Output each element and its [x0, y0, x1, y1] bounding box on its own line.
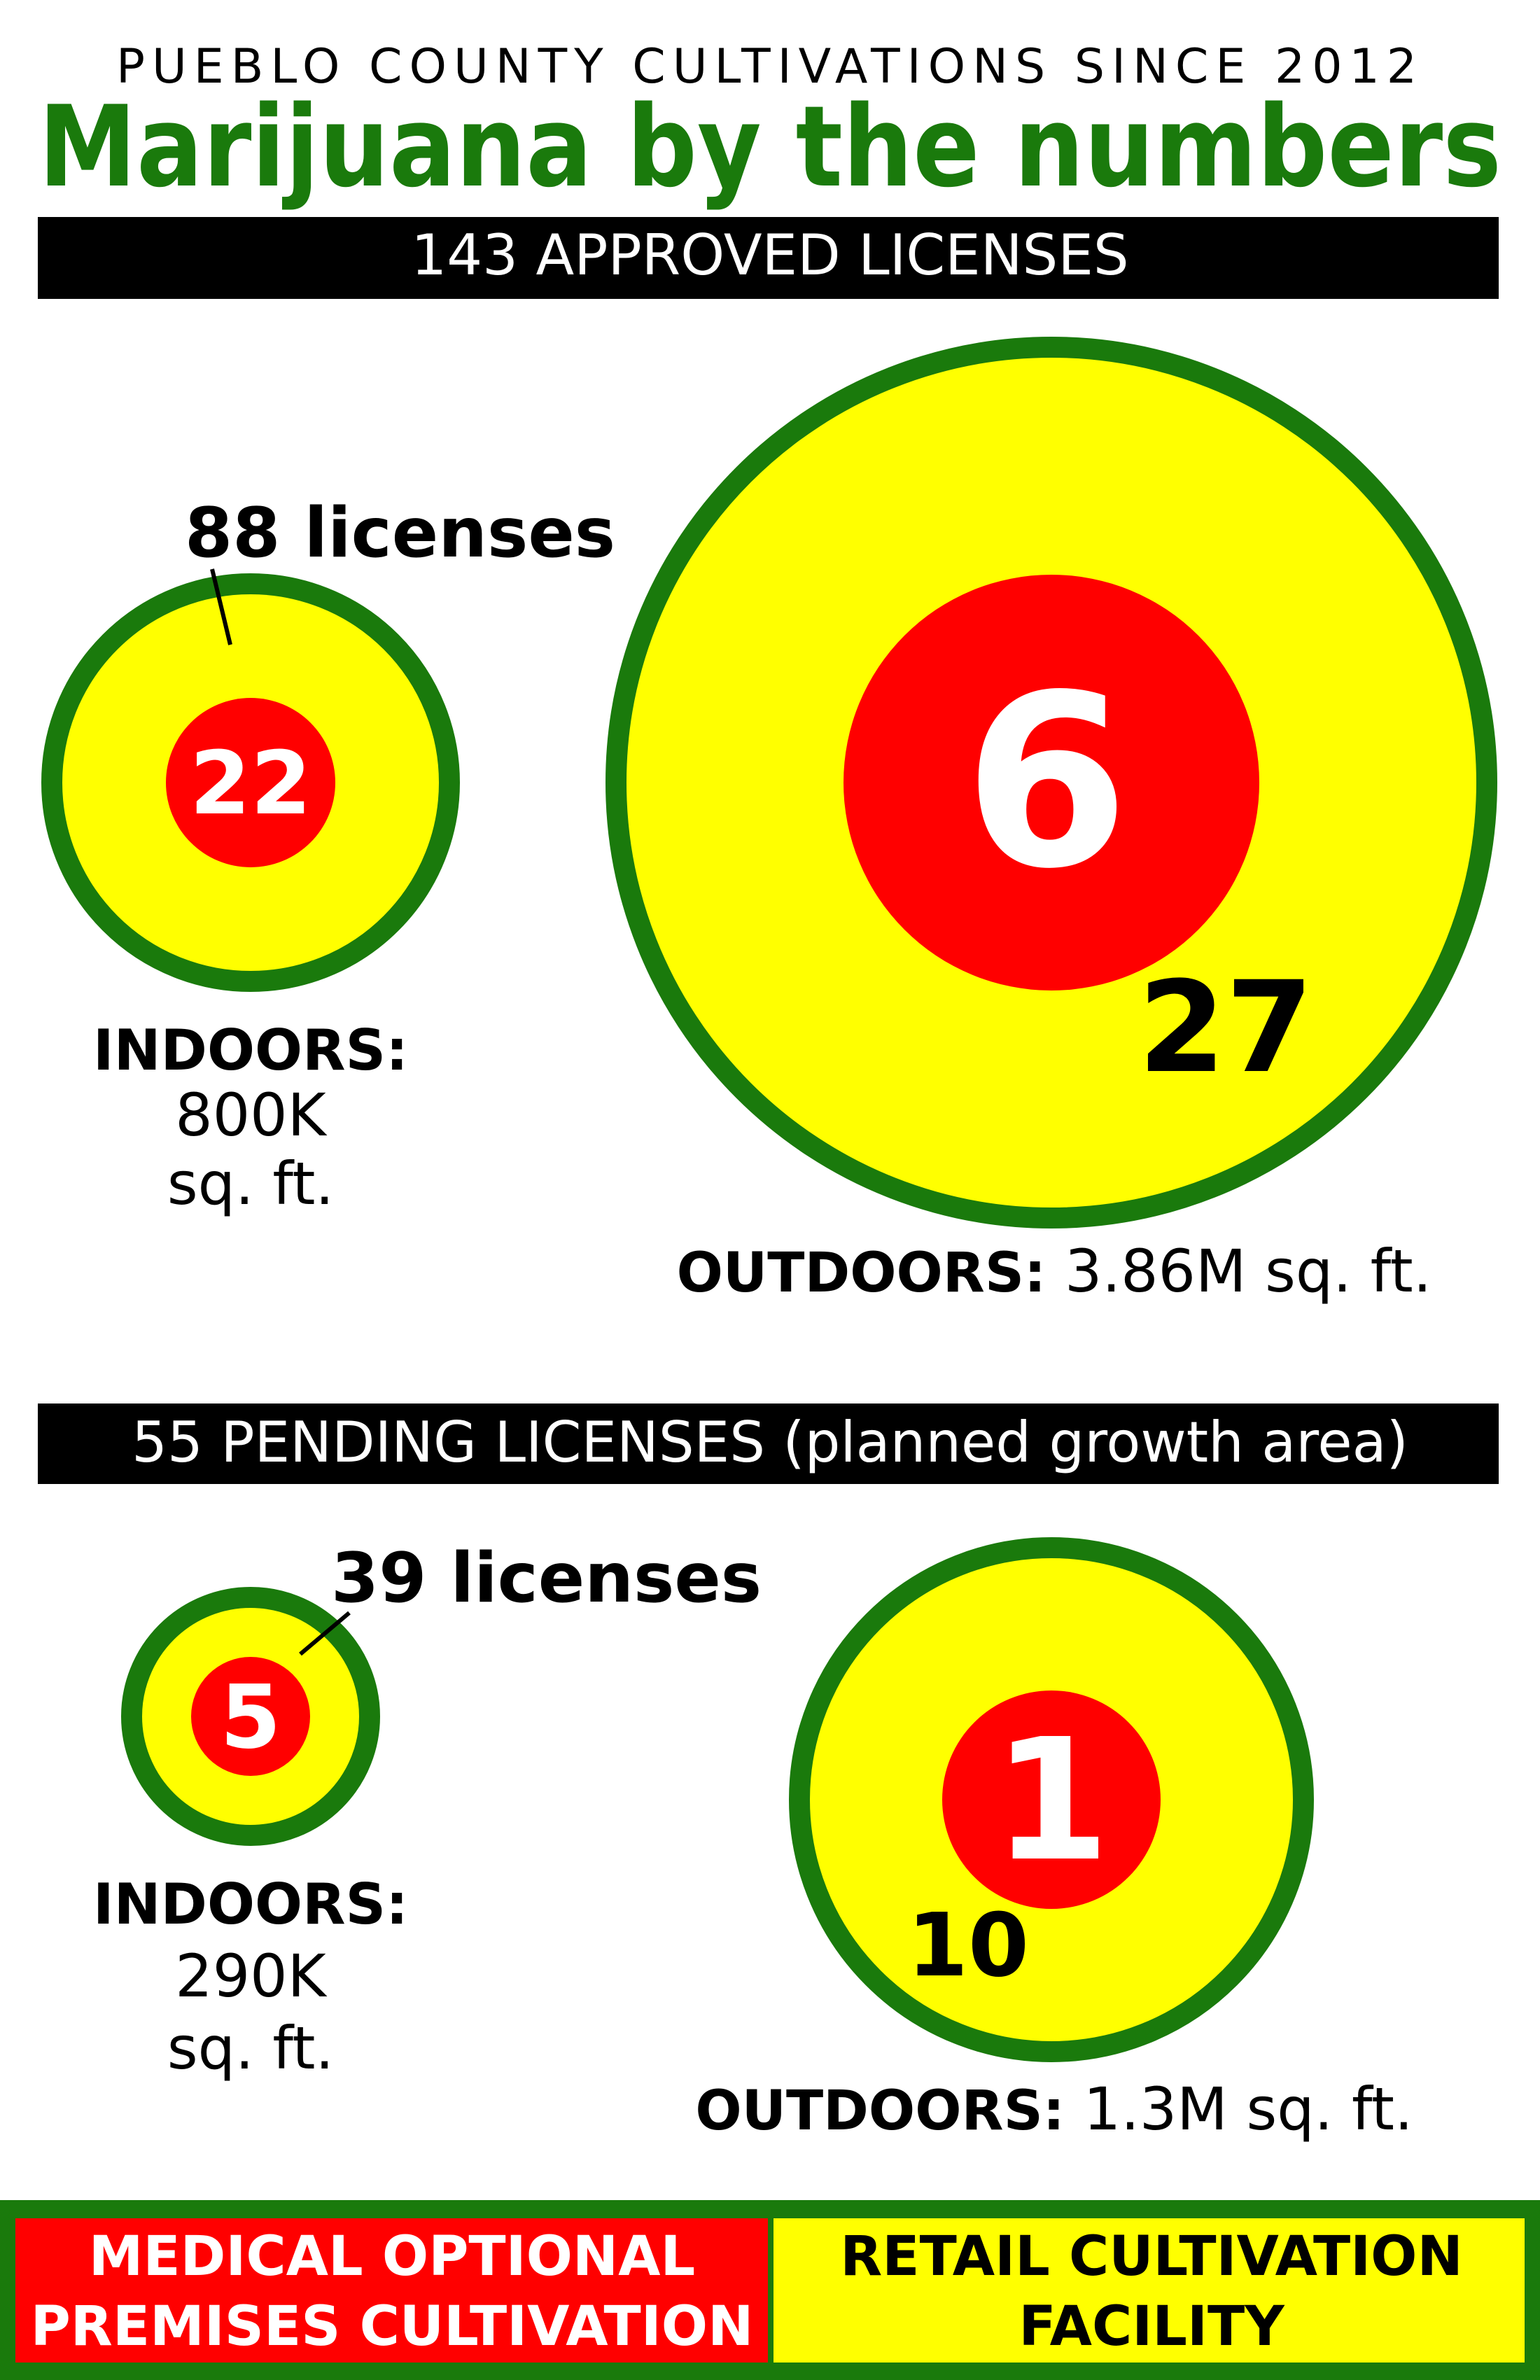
pending-indoor-licenses: 39 licenses — [331, 1539, 762, 1618]
legend-retail-swatch — [774, 2218, 1525, 2362]
page-title: Marijuana by the numbers — [38, 81, 1502, 212]
approved-indoor-unit: sq. ft. — [167, 1149, 334, 1218]
approved-indoor-area: 800K — [175, 1081, 327, 1149]
pending-outdoor-label: OUTDOORS: — [695, 2080, 1065, 2143]
pending-outdoor-medical-count: 1 — [993, 1702, 1110, 1898]
approved-outdoor-medical-circle — [844, 575, 1259, 990]
approved-indoor-medical-count: 22 — [190, 733, 312, 834]
kicker: PUEBLO COUNTY CULTIVATIONS SINCE 2012 — [116, 39, 1424, 94]
legend-retail-line1: RETAIL CULTIVATION — [840, 2225, 1463, 2288]
approved-outdoor-area-line: OUTDOORS: 3.86M sq. ft. — [677, 1237, 1432, 1306]
legend-medical-swatch — [15, 2218, 768, 2362]
approved-outdoor-label: OUTDOORS: — [677, 1242, 1046, 1305]
legend-medical-line1: MEDICAL OPTIONAL — [89, 2225, 696, 2288]
approved-indoor-medical-circle — [166, 698, 335, 867]
pending-outdoor-retail-count: 10 — [907, 1895, 1029, 1996]
pending-indoor-label: INDOORS: — [93, 1872, 408, 1937]
approved-outdoor-retail-count: 27 — [1138, 955, 1314, 1101]
legend-retail-line2: FACILITY — [1018, 2295, 1285, 2358]
approved-outdoor-medical-count: 6 — [964, 644, 1130, 921]
pending-indoor-leader-line — [299, 1611, 351, 1656]
legend-medical-line2: PREMISES CULTIVATION — [31, 2295, 754, 2358]
pending-banner-text: 55 PENDING LICENSES (planned growth area… — [132, 1410, 1408, 1475]
pending-indoor-medical-circle — [191, 1657, 310, 1776]
approved-outdoor-area: 3.86M sq. ft. — [1065, 1237, 1432, 1306]
approved-banner-text: 143 APPROVED LICENSES — [411, 223, 1128, 288]
pending-indoor-unit: sq. ft. — [167, 2014, 334, 2082]
pending-indoor-medical-count: 5 — [220, 1667, 281, 1768]
pending-outdoor-area-line: OUTDOORS: 1.3M sq. ft. — [695, 2075, 1413, 2143]
pending-banner — [38, 1404, 1499, 1484]
approved-banner — [38, 217, 1499, 299]
pending-indoor-area: 290K — [175, 1942, 327, 2010]
pending-outdoor-medical-circle — [942, 1690, 1161, 1909]
pending-outdoor-area: 1.3M sq. ft. — [1084, 2075, 1413, 2143]
approved-indoor-licenses: 88 licenses — [185, 493, 615, 573]
approved-indoor-leader-line — [210, 568, 232, 645]
approved-indoor-label: INDOORS: — [93, 1018, 408, 1083]
